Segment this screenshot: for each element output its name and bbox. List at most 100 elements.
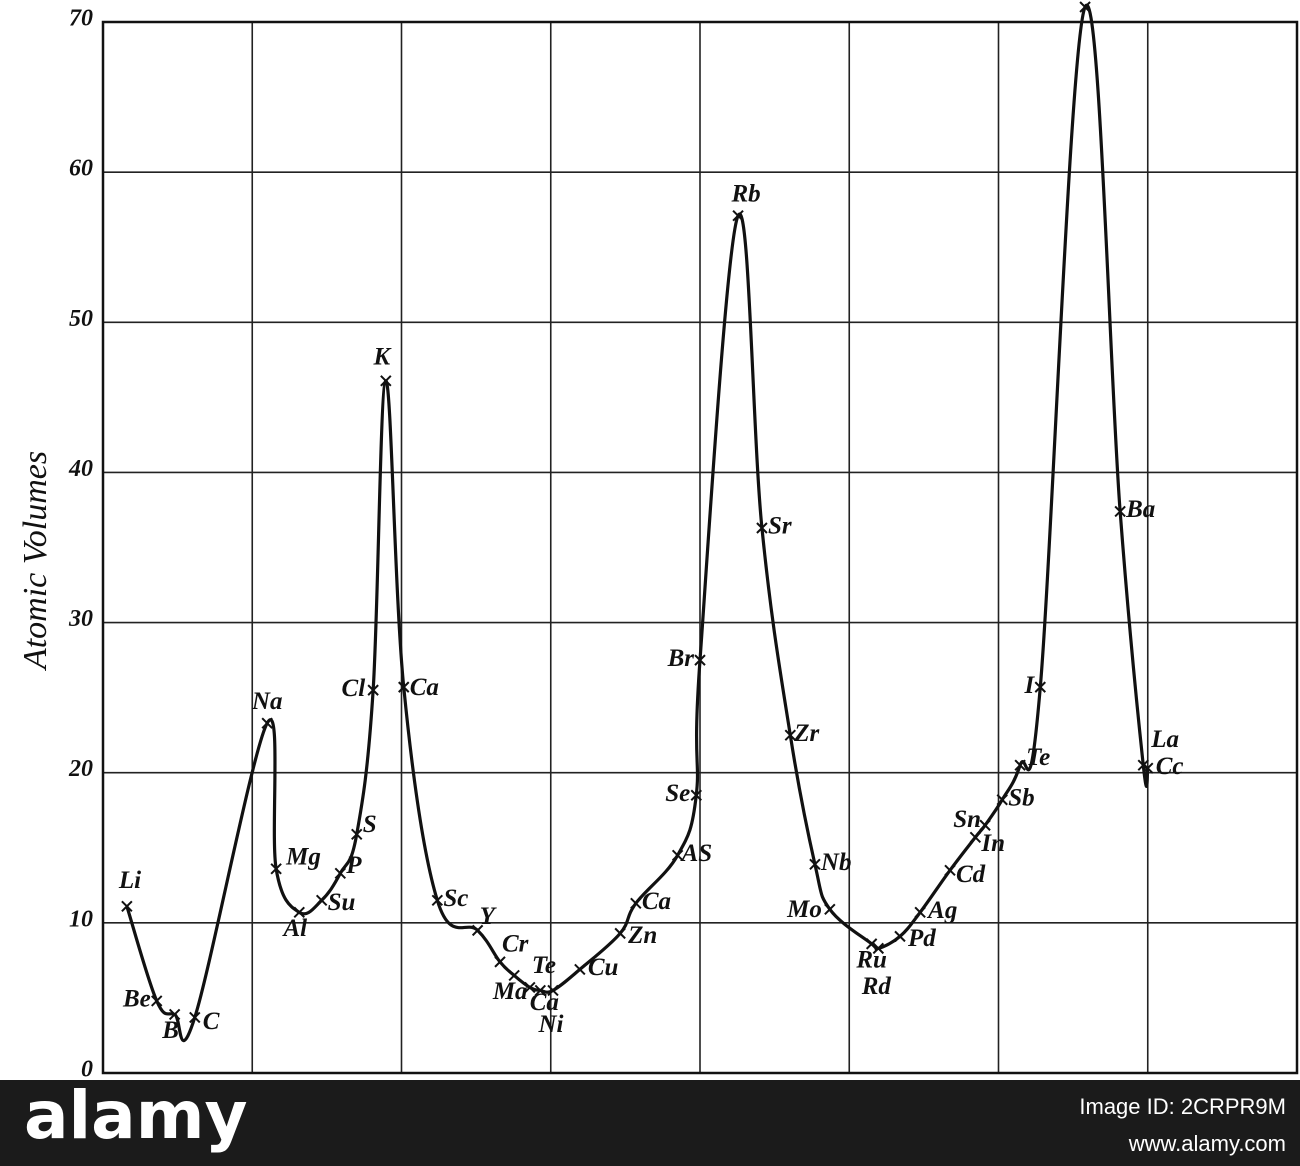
- point-marker: [969, 831, 982, 843]
- point-marker: [824, 903, 836, 916]
- point-marker: [151, 995, 163, 1007]
- point-marker: [865, 938, 878, 950]
- point-label: Mg: [285, 844, 321, 871]
- point-label: Te: [532, 952, 556, 979]
- point-label: Pd: [907, 925, 936, 952]
- point-label: P: [345, 852, 362, 879]
- point-marker: [694, 654, 706, 666]
- point-label: Sb: [1008, 784, 1034, 811]
- point-marker: [334, 867, 347, 880]
- point-label: Ma: [492, 978, 528, 1005]
- point-label: Cd: [956, 861, 986, 888]
- point-marker: [1014, 759, 1026, 771]
- point-marker: [315, 894, 328, 907]
- point-label: Cc: [1156, 753, 1184, 780]
- point-label: Ba: [1125, 496, 1155, 523]
- y-tick-label: 40: [68, 456, 93, 482]
- point-marker: [1034, 681, 1046, 693]
- point-label: Al: [281, 915, 307, 942]
- point-marker: [524, 981, 536, 994]
- point-marker: [547, 984, 559, 997]
- point-marker: [431, 894, 444, 907]
- point-marker: [121, 900, 133, 913]
- point-marker: [574, 963, 586, 976]
- point-marker: [756, 522, 768, 534]
- curve: [125, 3, 1150, 1043]
- point-marker: [398, 681, 410, 693]
- watermark-bar: alamy Image ID: 2CRPR9M www.alamy.com: [0, 1077, 1300, 1166]
- y-tick-label: 30: [68, 606, 93, 632]
- point-label: Ca: [642, 888, 671, 915]
- watermark-url: www.alamy.com: [1128, 1131, 1286, 1156]
- y-tick-label: 60: [69, 156, 93, 182]
- point-label: Cl: [342, 675, 366, 702]
- point-marker: [1114, 505, 1126, 518]
- point-marker: [351, 828, 363, 840]
- y-tick-label: 70: [69, 6, 93, 32]
- point-label: Ca: [410, 674, 439, 701]
- point-marker: [809, 858, 821, 871]
- point-label: Rb: [730, 180, 760, 207]
- point-label: Ca: [530, 989, 559, 1016]
- point-marker: [293, 906, 305, 919]
- watermark-id: Image ID: 2CRPR9M: [1079, 1094, 1286, 1119]
- point-marker: [534, 984, 547, 997]
- point-label: Cu: [588, 954, 619, 981]
- point-marker: [894, 930, 906, 943]
- point-label: In: [980, 830, 1005, 857]
- point-marker: [671, 849, 684, 862]
- plot-frame: [101, 20, 1299, 1075]
- point-marker: [614, 927, 626, 940]
- point-label: Zr: [793, 720, 819, 747]
- point-marker: [367, 684, 379, 696]
- point-marker: [380, 375, 392, 387]
- y-axis-label: Atomic Volumes: [17, 451, 54, 671]
- point-marker: [1142, 762, 1154, 774]
- point-marker: [914, 906, 926, 919]
- point-marker: [494, 956, 506, 968]
- point-marker: [996, 794, 1008, 806]
- point-marker: [471, 924, 484, 937]
- point-label: Te: [1026, 744, 1050, 771]
- point-label: S: [363, 811, 377, 838]
- point-label: I: [1024, 672, 1036, 699]
- point-marker: [168, 1008, 181, 1021]
- point-label: Sn: [953, 806, 981, 833]
- point-label: Zn: [627, 922, 657, 949]
- point-marker: [979, 819, 991, 831]
- point-label: Li: [118, 867, 141, 894]
- point-marker: [261, 717, 273, 729]
- point-label: Cr: [502, 931, 529, 958]
- point-label: La: [1150, 726, 1179, 753]
- point-label: C: [203, 1008, 220, 1035]
- point-marker: [732, 209, 744, 222]
- point-label: Y: [480, 903, 498, 930]
- point-label: K: [372, 344, 392, 371]
- point-marker: [872, 942, 885, 955]
- point-label: B: [161, 1017, 179, 1044]
- point-label: Na: [251, 688, 283, 715]
- y-tick-label: 10: [69, 906, 93, 932]
- y-tick-label: 50: [69, 306, 93, 332]
- point-marker: [1079, 1, 1091, 13]
- point-marker: [189, 1011, 201, 1024]
- point-marker: [784, 729, 797, 741]
- point-marker: [944, 864, 956, 877]
- point-label: Ru: [855, 947, 887, 974]
- y-tick-label: 0: [81, 1057, 93, 1083]
- point-marker: [508, 969, 520, 982]
- point-label: Nb: [820, 849, 852, 876]
- point-label: Se: [665, 780, 690, 807]
- watermark-brand: alamy: [24, 1077, 248, 1154]
- point-marker: [690, 789, 702, 801]
- point-label: Sr: [768, 513, 792, 540]
- point-marker: [630, 897, 642, 910]
- point-label: AS: [680, 840, 713, 867]
- y-tick-label: 20: [68, 756, 93, 782]
- point-label: Ag: [926, 897, 957, 924]
- point-label: Be: [122, 986, 151, 1013]
- point-label: Br: [667, 645, 695, 672]
- point-label: Ni: [537, 1011, 563, 1038]
